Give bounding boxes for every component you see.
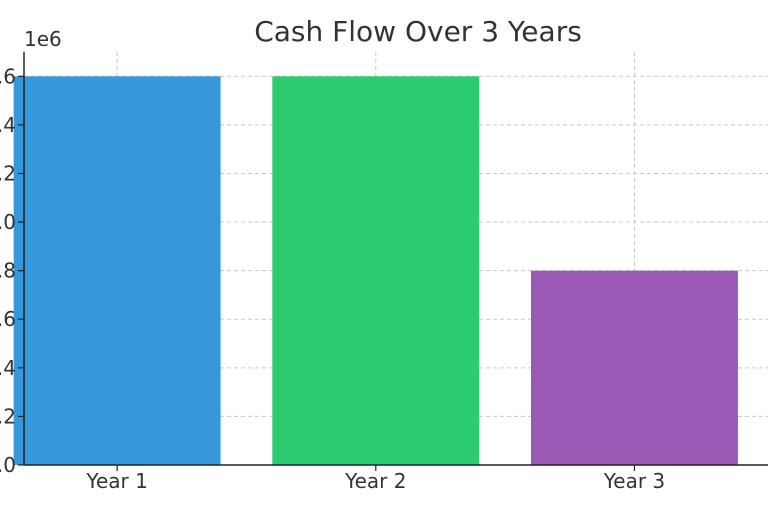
y-tick-label: 0.2 (0, 404, 16, 428)
y-tick-label: 1.0 (0, 210, 16, 234)
x-tick-label: Year 1 (85, 469, 147, 493)
y-tick-label: 1.6 (0, 64, 16, 88)
y-axis-offset-label: 1e6 (24, 27, 62, 51)
bar-year-3 (530, 270, 738, 465)
y-tick-label: 0.0 (0, 453, 16, 477)
y-tick-label: 0.4 (0, 356, 16, 380)
x-tick-label: Year 2 (344, 469, 406, 493)
y-tick-label: 0.6 (0, 307, 16, 331)
axes: 0.0 0.2 0.4 0.6 0.8 1.0 1.2 1.4 1.6 Year 1 Year 2 Y… (0, 52, 768, 493)
chart-title: Cash Flow Over 3 Years (254, 15, 582, 48)
y-tick-label: 1.2 (0, 161, 16, 185)
y-tick-label: 0.8 (0, 259, 16, 283)
y-tick-label: 1.4 (0, 113, 16, 137)
bar-year-1 (13, 76, 221, 465)
bar-year-2 (272, 76, 480, 465)
x-tick-label: Year 3 (603, 469, 665, 493)
bars (13, 76, 738, 465)
